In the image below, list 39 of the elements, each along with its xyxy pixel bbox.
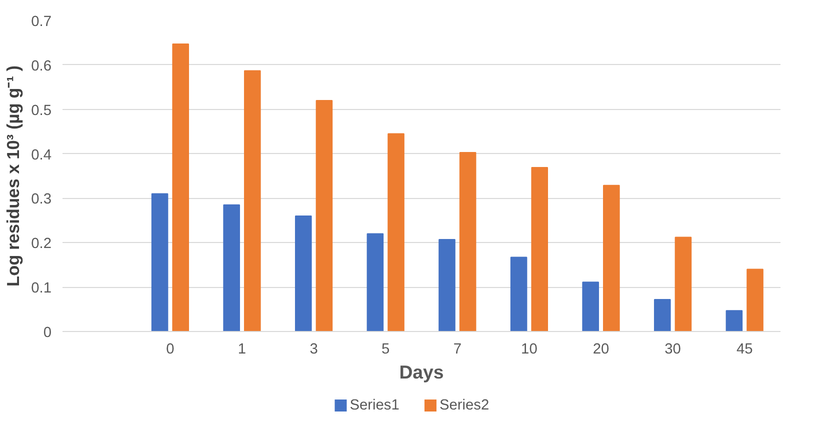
x-tick-label: 10 [521, 342, 538, 358]
bar [366, 233, 384, 332]
bar [172, 44, 190, 332]
bar [459, 152, 476, 332]
y-tick-label: 0.2 [31, 236, 52, 252]
x-tick-label: 45 [736, 342, 753, 358]
bar [726, 310, 743, 332]
y-tick-label: 0.3 [31, 192, 52, 208]
bar [582, 282, 599, 332]
bar [223, 204, 240, 332]
bar [510, 256, 528, 332]
bar [438, 239, 456, 332]
legend-label: Series1 [350, 398, 400, 414]
y-axis-title: Log residues x 10³ (µg g⁻¹ ) [3, 65, 24, 287]
y-tick-label: 0.1 [31, 280, 52, 297]
bar [531, 167, 548, 332]
x-tick-label: 3 [310, 342, 318, 358]
legend-label: Series2 [439, 398, 490, 414]
bar [316, 100, 333, 332]
x-tick-label: 7 [453, 342, 462, 358]
x-tick-label: 5 [382, 342, 390, 358]
y-tick-label: 0.6 [31, 58, 52, 74]
bar [654, 299, 671, 332]
bar [746, 268, 764, 332]
bar [603, 184, 620, 332]
bar [294, 215, 312, 332]
x-axis-title: Days [399, 362, 444, 382]
bar [244, 70, 261, 332]
bar [151, 193, 168, 332]
y-tick-label: 0.4 [31, 147, 52, 164]
x-tick-label: 1 [238, 342, 246, 358]
x-tick-label: 20 [592, 342, 610, 358]
y-tick-label: 0.5 [31, 102, 52, 119]
y-tick-label: 0.7 [31, 14, 52, 30]
bar [674, 236, 692, 332]
x-tick-label: 30 [664, 342, 681, 358]
x-tick-label: 0 [166, 342, 174, 358]
bar [388, 133, 404, 332]
y-tick-label: 0 [43, 325, 52, 341]
